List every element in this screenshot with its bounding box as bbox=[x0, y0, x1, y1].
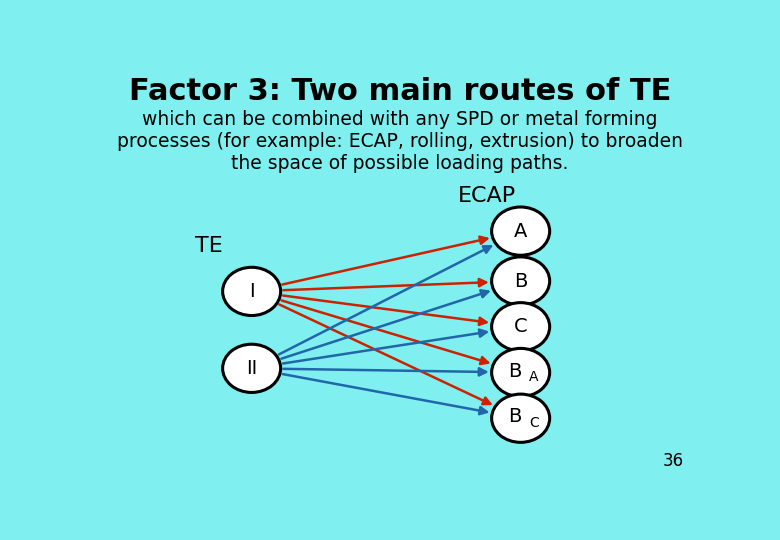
Text: A: A bbox=[514, 221, 527, 241]
Text: A: A bbox=[529, 370, 539, 384]
Text: II: II bbox=[246, 359, 257, 378]
Text: TE: TE bbox=[196, 235, 223, 255]
Ellipse shape bbox=[491, 394, 550, 442]
Ellipse shape bbox=[491, 302, 550, 351]
Text: B: B bbox=[508, 408, 521, 427]
Ellipse shape bbox=[491, 207, 550, 255]
Text: Factor 3: Two main routes of TE: Factor 3: Two main routes of TE bbox=[129, 77, 671, 106]
Text: I: I bbox=[249, 282, 254, 301]
Text: B: B bbox=[514, 272, 527, 291]
Text: B: B bbox=[508, 362, 521, 381]
Ellipse shape bbox=[491, 348, 550, 396]
Text: 36: 36 bbox=[663, 452, 684, 470]
Ellipse shape bbox=[222, 344, 281, 393]
Text: ECAP: ECAP bbox=[459, 186, 516, 206]
Text: which can be combined with any SPD or metal forming
processes (for example: ECAP: which can be combined with any SPD or me… bbox=[117, 110, 682, 173]
Ellipse shape bbox=[491, 257, 550, 305]
Ellipse shape bbox=[222, 267, 281, 315]
Text: C: C bbox=[514, 318, 527, 336]
Text: C: C bbox=[529, 416, 539, 430]
